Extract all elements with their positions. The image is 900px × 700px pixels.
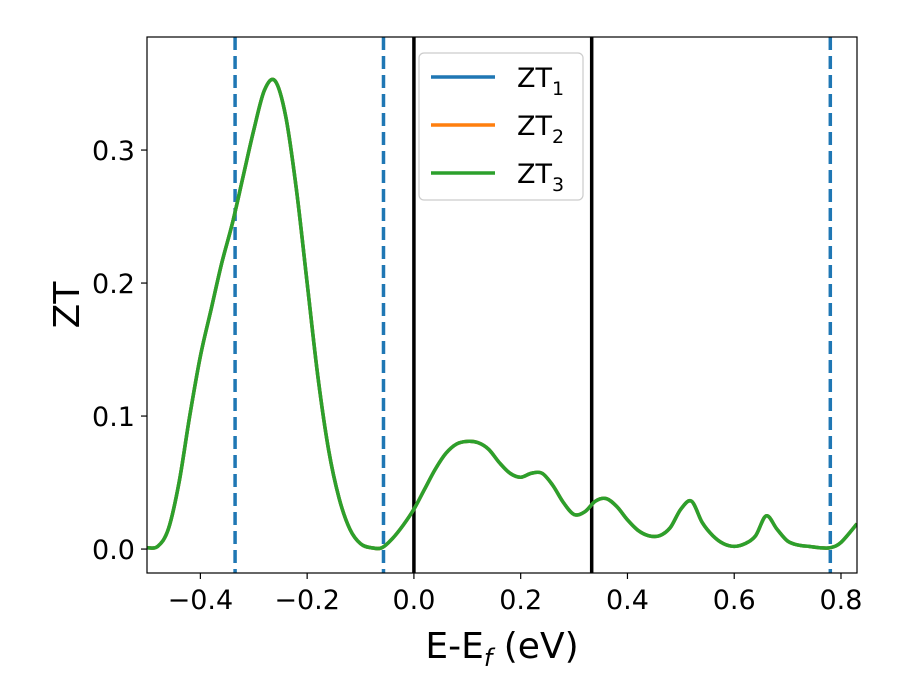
plot-frame bbox=[146, 36, 858, 574]
legend-box bbox=[418, 52, 584, 201]
x-tick-label: −0.2 bbox=[274, 585, 340, 616]
x-tick-label: 0.8 bbox=[820, 585, 863, 616]
series-lines bbox=[147, 77, 857, 551]
reference-lines bbox=[233, 37, 833, 573]
x-axis-label: E-Ef (eV) bbox=[425, 626, 578, 672]
legend: ZT1 ZT2 ZT3 bbox=[418, 52, 584, 201]
series-line-3 bbox=[147, 77, 857, 551]
x-axis-ticks: −0.4 −0.2 0.0 0.2 0.4 0.6 0.8 bbox=[168, 573, 863, 616]
legend-entry-1: ZT1 bbox=[517, 63, 564, 100]
y-axis-ticks: 0.0 0.1 0.2 0.3 bbox=[92, 136, 147, 566]
y-tick-label: 0.1 bbox=[92, 402, 135, 433]
x-tick-label: −0.4 bbox=[168, 585, 234, 616]
legend-entry-2: ZT2 bbox=[517, 111, 564, 148]
y-tick-label: 0.0 bbox=[92, 535, 135, 566]
x-tick-label: 0.6 bbox=[713, 585, 756, 616]
x-tick-label: 0.4 bbox=[606, 585, 649, 616]
y-tick-label: 0.3 bbox=[92, 136, 135, 167]
y-axis-label: ZT bbox=[47, 281, 88, 329]
x-tick-label: 0.2 bbox=[499, 585, 542, 616]
y-tick-label: 0.2 bbox=[92, 269, 135, 300]
x-tick-label: 0.0 bbox=[392, 585, 435, 616]
legend-entry-3: ZT3 bbox=[517, 159, 564, 196]
